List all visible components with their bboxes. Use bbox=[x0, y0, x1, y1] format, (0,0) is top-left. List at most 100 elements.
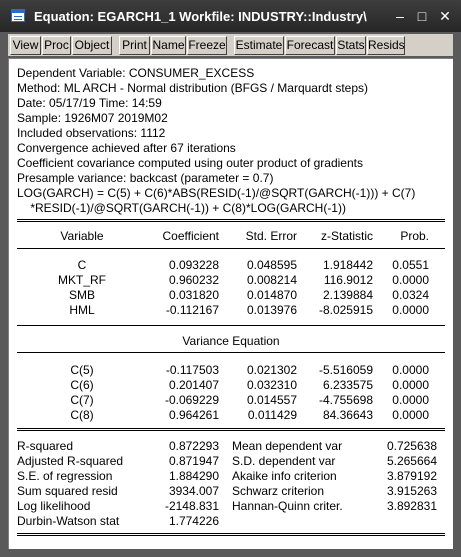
row-variable: C(5) bbox=[70, 363, 94, 377]
sample-line: Sample: 1926M07 2019M02 bbox=[17, 111, 168, 125]
garch-equation-line-2: *RESID(-1)/@SQRT(GARCH(-1)) + C(8)*LOG(G… bbox=[17, 201, 346, 215]
stat-label: Akaike info criterion bbox=[232, 469, 337, 483]
column-header-variable: Variable bbox=[60, 229, 104, 243]
header-rule bbox=[17, 248, 445, 249]
stat-label: S.D. dependent var bbox=[232, 454, 336, 468]
presample-line: Presample variance: backcast (parameter … bbox=[17, 171, 274, 185]
stats-bottom-rule bbox=[17, 533, 445, 536]
toolbar: View Proc Object Print Name Freeze Estim… bbox=[8, 34, 453, 56]
window-title: Equation: EGARCH1_1 Workfile: INDUSTRY::… bbox=[34, 9, 367, 24]
stat-value: 3.892831 bbox=[386, 499, 437, 513]
row-prob: 0.0000 bbox=[392, 303, 429, 317]
stat-value: 3.879192 bbox=[386, 469, 437, 483]
row-variable: C(6) bbox=[70, 378, 94, 392]
stat-value: 1.884290 bbox=[168, 469, 219, 483]
stats-top-rule bbox=[17, 428, 445, 431]
date-line: Date: 05/17/19 Time: 14:59 bbox=[17, 96, 162, 110]
row-z-statistic: 2.139884 bbox=[322, 288, 373, 302]
row-variable: SMB bbox=[68, 288, 95, 302]
row-z-statistic: -4.755698 bbox=[318, 393, 373, 407]
row-variable: C bbox=[77, 258, 87, 272]
stat-value: -2148.831 bbox=[164, 499, 219, 513]
row-variable: HML bbox=[69, 303, 95, 317]
stat-value: 5.265664 bbox=[386, 454, 437, 468]
row-std-error: 0.011429 bbox=[247, 408, 297, 422]
row-prob: 0.0000 bbox=[392, 273, 429, 287]
convergence-line: Convergence achieved after 67 iterations bbox=[17, 141, 236, 155]
maximize-icon[interactable]: □ bbox=[417, 8, 427, 24]
row-std-error: 0.048595 bbox=[246, 258, 297, 272]
column-header-z-statistic: z-Statistic bbox=[320, 229, 373, 243]
stat-value: 3.915263 bbox=[386, 484, 437, 498]
row-std-error: 0.032310 bbox=[246, 378, 297, 392]
row-coefficient: -0.117503 bbox=[165, 363, 219, 377]
row-variable: C(7) bbox=[70, 393, 94, 407]
stat-value: 0.871947 bbox=[168, 454, 219, 468]
row-prob: 0.0551 bbox=[392, 258, 429, 272]
row-z-statistic: -5.516059 bbox=[318, 363, 373, 377]
row-coefficient: 0.964261 bbox=[168, 408, 219, 422]
name-button[interactable]: Name bbox=[151, 36, 186, 55]
estimate-button[interactable]: Estimate bbox=[234, 36, 284, 55]
row-std-error: 0.013976 bbox=[246, 303, 297, 317]
row-std-error: 0.021302 bbox=[246, 363, 297, 377]
column-header-prob: Prob. bbox=[400, 229, 429, 243]
row-coefficient: -0.112167 bbox=[165, 303, 219, 317]
column-header-coefficient: Coefficient bbox=[162, 229, 219, 243]
row-coefficient: 0.093228 bbox=[168, 258, 219, 272]
row-prob: 0.0324 bbox=[392, 288, 429, 302]
stat-label: Sum squared resid bbox=[17, 484, 118, 498]
stat-label: Durbin-Watson stat bbox=[17, 514, 120, 528]
stat-label: S.E. of regression bbox=[17, 469, 113, 483]
row-z-statistic: 6.233575 bbox=[322, 378, 373, 392]
method-line: Method: ML ARCH - Normal distribution (B… bbox=[17, 81, 368, 95]
close-icon[interactable]: ✕ bbox=[439, 8, 451, 24]
resids-button[interactable]: Resids bbox=[367, 36, 405, 55]
row-variable: C(8) bbox=[70, 408, 94, 422]
object-button[interactable]: Object bbox=[72, 36, 112, 55]
stats-button[interactable]: Stats bbox=[336, 36, 366, 55]
observations-line: Included observations: 1112 bbox=[17, 126, 166, 140]
row-z-statistic: 84.36643 bbox=[322, 408, 373, 422]
row-coefficient: 0.201407 bbox=[168, 378, 219, 392]
proc-button[interactable]: Proc bbox=[42, 36, 71, 55]
dependent-variable-line: Dependent Variable: CONSUMER_EXCESS bbox=[17, 66, 255, 80]
equation-window-icon[interactable] bbox=[11, 9, 25, 22]
stat-value: 3934.007 bbox=[168, 484, 219, 498]
print-button[interactable]: Print bbox=[119, 36, 150, 55]
stat-value: 0.725638 bbox=[386, 439, 437, 453]
row-coefficient: 0.031820 bbox=[168, 288, 219, 302]
freeze-button[interactable]: Freeze bbox=[187, 36, 227, 55]
stat-label: Hannan-Quinn criter. bbox=[232, 499, 343, 513]
row-coefficient: -0.069229 bbox=[164, 393, 219, 407]
variance-equation-title: Variance Equation bbox=[182, 334, 280, 348]
stat-label: R-squared bbox=[17, 439, 74, 453]
row-variable: MKT_RF bbox=[58, 273, 106, 287]
row-prob: 0.0000 bbox=[392, 378, 429, 392]
column-header-std-error: Std. Error bbox=[245, 229, 297, 243]
row-prob: 0.0000 bbox=[392, 363, 429, 377]
estimation-output[interactable]: Dependent Variable: CONSUMER_EXCESS Meth… bbox=[8, 58, 453, 549]
row-prob: 0.0000 bbox=[392, 408, 429, 422]
variance-bottom-rule bbox=[17, 352, 445, 353]
row-std-error: 0.008214 bbox=[246, 273, 297, 287]
stat-label: Mean dependent var bbox=[232, 439, 343, 453]
variance-top-rule bbox=[17, 325, 445, 326]
row-z-statistic: -8.025915 bbox=[318, 303, 373, 317]
garch-equation-line-1: LOG(GARCH) = C(5) + C(6)*ABS(RESID(-1)/@… bbox=[17, 186, 416, 200]
minimize-icon[interactable]: – bbox=[396, 8, 404, 24]
row-z-statistic: 116.9012 bbox=[323, 273, 373, 287]
row-std-error: 0.014557 bbox=[246, 393, 297, 407]
stat-value: 1.774226 bbox=[168, 514, 219, 528]
stat-label: Adjusted R-squared bbox=[17, 454, 124, 468]
title-bar[interactable]: Equation: EGARCH1_1 Workfile: INDUSTRY::… bbox=[0, 0, 461, 32]
row-z-statistic: 1.918442 bbox=[322, 258, 373, 272]
row-prob: 0.0000 bbox=[392, 393, 429, 407]
stat-value: 0.872293 bbox=[168, 439, 219, 453]
stat-label: Log likelihood bbox=[17, 499, 91, 513]
forecast-button[interactable]: Forecast bbox=[285, 36, 335, 55]
view-button[interactable]: View bbox=[10, 36, 41, 55]
row-coefficient: 0.960232 bbox=[168, 273, 219, 287]
stat-label: Schwarz criterion bbox=[232, 484, 325, 498]
